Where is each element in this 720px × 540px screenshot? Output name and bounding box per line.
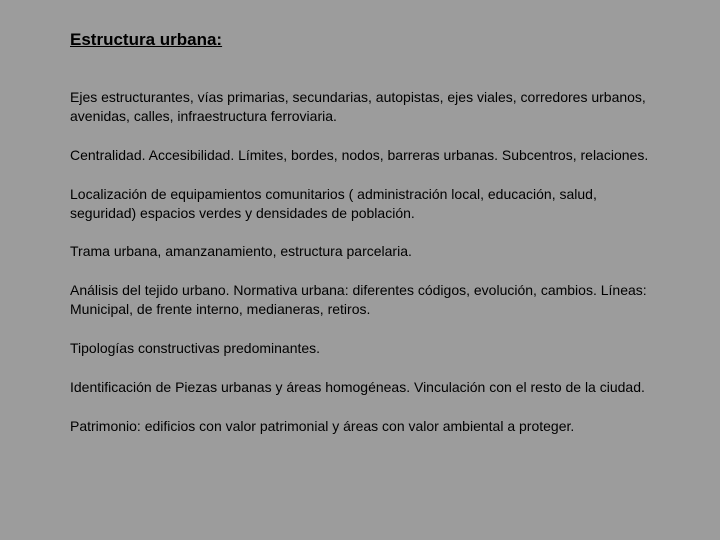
document-page: Estructura urbana: Ejes estructurantes, … [0,0,720,540]
paragraph: Tipologías constructivas predominantes. [70,339,660,358]
paragraph: Centralidad. Accesibilidad. Límites, bor… [70,146,660,165]
page-title: Estructura urbana: [70,30,660,50]
paragraph: Análisis del tejido urbano. Normativa ur… [70,281,660,319]
paragraph: Identificación de Piezas urbanas y áreas… [70,378,660,397]
paragraph: Ejes estructurantes, vías primarias, sec… [70,88,660,126]
paragraph: Patrimonio: edificios con valor patrimon… [70,417,660,436]
paragraph: Localización de equipamientos comunitari… [70,185,660,223]
paragraph: Trama urbana, amanzanamiento, estructura… [70,242,660,261]
